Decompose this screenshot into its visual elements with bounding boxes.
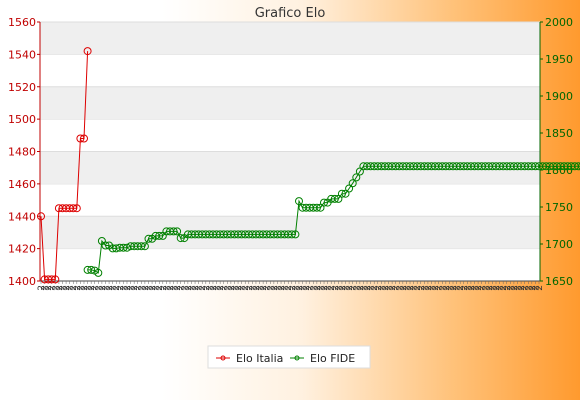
right-tick-label: 1650 [545, 275, 573, 288]
x-tick-label: 2 [535, 285, 545, 291]
left-tick-label: 1400 [8, 275, 36, 288]
left-tick-label: 1500 [8, 113, 36, 126]
grid-band [40, 87, 540, 119]
left-tick-label: 1420 [8, 243, 36, 256]
right-tick-label: 1750 [545, 201, 573, 214]
right-tick-label: 1950 [545, 53, 573, 66]
grid-band [40, 216, 540, 248]
right-tick-label: 2000 [545, 16, 573, 29]
left-tick-label: 1520 [8, 81, 36, 94]
legend: Elo Italia Elo FIDE [208, 346, 370, 368]
left-tick-label: 1440 [8, 210, 36, 223]
right-tick-label: 1850 [545, 127, 573, 140]
left-tick-label: 1560 [8, 16, 36, 29]
grid-band [40, 152, 540, 184]
chart-title: Grafico Elo [255, 6, 326, 21]
legend-label: Elo FIDE [310, 352, 355, 365]
left-tick-label: 1480 [8, 146, 36, 159]
left-tick-label: 1460 [8, 178, 36, 191]
right-tick-label: 1700 [545, 238, 573, 251]
left-tick-label: 1540 [8, 48, 36, 61]
right-tick-label: 1900 [545, 90, 573, 103]
grid-band [40, 22, 540, 54]
legend-label: Elo Italia [236, 352, 283, 365]
